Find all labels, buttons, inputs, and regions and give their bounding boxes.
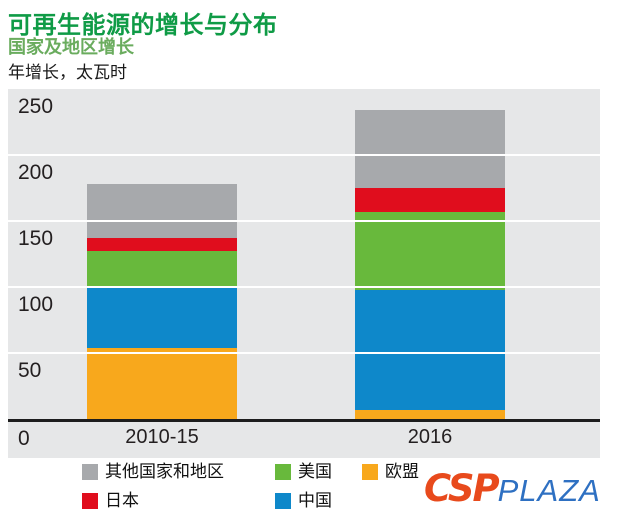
y-tick-label-50: 50 bbox=[18, 359, 42, 382]
bar-segment-2016-美国 bbox=[355, 211, 505, 290]
y-tick-label-0: 0 bbox=[18, 427, 30, 450]
bar-segment-2016-日本 bbox=[355, 188, 505, 212]
legend-label: 中国 bbox=[298, 491, 332, 510]
legend-label: 日本 bbox=[105, 491, 139, 510]
legend-item-美国: 美国 bbox=[275, 462, 362, 491]
bar-segment-2016-中国 bbox=[355, 289, 505, 410]
legend-swatch-icon bbox=[275, 493, 291, 509]
stacked-bar-2010-15 bbox=[87, 184, 237, 419]
legend-item-欧盟: 欧盟 bbox=[362, 462, 616, 491]
legend-label: 美国 bbox=[298, 462, 332, 481]
x-axis-line bbox=[8, 419, 600, 422]
legend-swatch-icon bbox=[362, 464, 378, 480]
x-tick-label-2010-15: 2010-15 bbox=[125, 426, 199, 448]
gridline-200 bbox=[8, 154, 600, 156]
gridline-100 bbox=[8, 286, 600, 288]
legend-swatch-icon bbox=[82, 493, 98, 509]
watermark: CSPPLAZA bbox=[424, 467, 601, 510]
bar-segment-2010-15-其他国家和地区 bbox=[87, 184, 237, 239]
y-tick-label-250: 250 bbox=[18, 95, 54, 118]
gridline-150 bbox=[8, 220, 600, 222]
legend-item-其他国家和地区: 其他国家和地区 bbox=[82, 462, 275, 491]
y-tick-label-200: 200 bbox=[18, 161, 54, 184]
y-tick-label-150: 150 bbox=[18, 227, 54, 250]
plot-area: 2010-15 2016 0 50 100 150 200 250 bbox=[8, 89, 600, 458]
chart-legend: 其他国家和地区 美国 欧盟日本 中国 bbox=[82, 462, 616, 512]
y-axis-units-label: 年增长，太瓦时 bbox=[8, 63, 127, 82]
bar-segment-2010-15-日本 bbox=[87, 238, 237, 252]
stacked-bar-2016 bbox=[355, 110, 505, 419]
legend-swatch-icon bbox=[275, 464, 291, 480]
bar-segment-2016-其他国家和地区 bbox=[355, 110, 505, 189]
chart-title: 可再生能源的增长与分布 bbox=[8, 12, 278, 39]
bar-segment-2010-15-中国 bbox=[87, 285, 237, 348]
gridline-50 bbox=[8, 352, 600, 354]
legend-item-中国: 中国 bbox=[275, 491, 362, 512]
watermark-csp-text: CSP bbox=[424, 467, 500, 510]
bar-segment-2010-15-欧盟 bbox=[87, 347, 237, 419]
y-tick-label-100: 100 bbox=[18, 293, 54, 316]
bar-segment-2010-15-美国 bbox=[87, 251, 237, 286]
bar-segment-2016-欧盟 bbox=[355, 409, 505, 419]
legend-item-日本: 日本 bbox=[82, 491, 275, 512]
legend-label: 其他国家和地区 bbox=[105, 462, 224, 481]
chart-subtitle: 国家及地区增长 bbox=[8, 37, 134, 57]
x-tick-label-2016: 2016 bbox=[407, 426, 453, 448]
legend-swatch-icon bbox=[82, 464, 98, 480]
legend-label: 欧盟 bbox=[385, 462, 419, 481]
watermark-plaza-text: PLAZA bbox=[497, 473, 601, 508]
